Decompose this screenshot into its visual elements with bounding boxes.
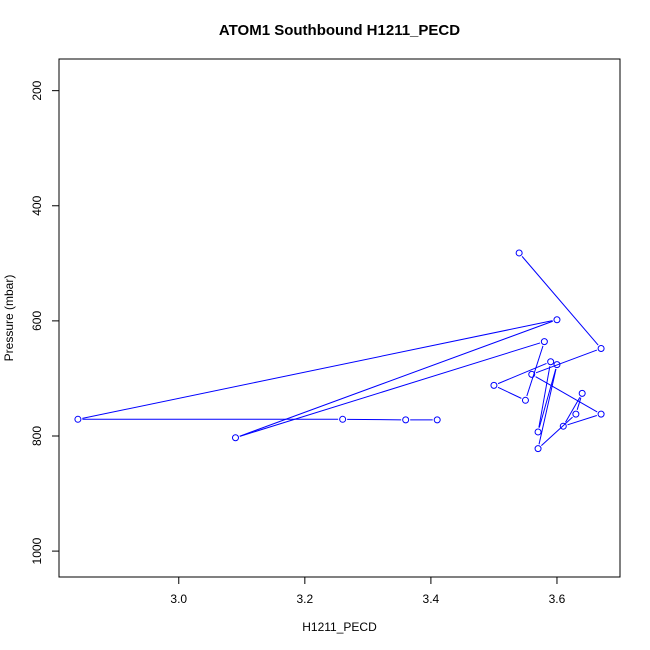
y-tick-label: 600	[30, 311, 44, 331]
plot-frame	[58, 58, 621, 578]
series-segment	[239, 320, 553, 437]
series-segment	[239, 342, 541, 437]
data-point	[553, 361, 561, 369]
series-points	[74, 249, 605, 453]
series-lines	[82, 256, 599, 446]
series-segment	[538, 368, 557, 428]
series-segment	[521, 256, 599, 346]
series-segment	[526, 345, 544, 397]
x-tick-label: 3.0	[170, 592, 187, 606]
x-axis-label: H1211_PECD	[302, 620, 377, 634]
data-point	[534, 428, 542, 436]
data-point	[515, 249, 523, 257]
series-segment	[565, 397, 581, 423]
data-point	[547, 358, 555, 366]
chart-title: ATOM1 Southbound H1211_PECD	[219, 22, 460, 39]
series-segment	[541, 416, 573, 446]
series-segment	[576, 397, 582, 410]
data-point	[559, 422, 567, 430]
series-segment	[497, 363, 547, 385]
series-segment	[82, 320, 553, 419]
x-tick-label: 3.6	[549, 592, 566, 606]
series-segment	[535, 376, 598, 413]
series-segment	[567, 415, 597, 426]
data-point	[490, 381, 498, 389]
series-segment	[535, 349, 598, 374]
data-point	[528, 370, 536, 378]
x-tick-label: 3.2	[296, 592, 313, 606]
series-segment	[497, 386, 522, 399]
data-point	[540, 338, 548, 346]
data-point	[433, 416, 441, 424]
x-tick-label: 3.4	[423, 592, 440, 606]
data-point	[553, 316, 561, 324]
data-point	[597, 410, 605, 418]
y-tick-label: 400	[30, 195, 44, 215]
y-tick-label: 1000	[30, 537, 44, 564]
y-tick-label: 200	[30, 80, 44, 100]
y-tick-label: 800	[30, 426, 44, 446]
data-point	[339, 415, 347, 423]
data-point	[597, 345, 605, 353]
data-point	[521, 396, 529, 404]
data-point	[534, 445, 542, 453]
data-point	[402, 416, 410, 424]
data-point	[578, 389, 586, 397]
series-segment	[538, 366, 551, 428]
x-axis: 3.0 3.2 3.4 3.6	[170, 577, 566, 606]
y-axis: 200 400 600 800 1000	[30, 80, 59, 564]
data-point	[74, 415, 82, 423]
data-point	[572, 410, 580, 418]
data-point	[231, 434, 239, 442]
series-segment	[538, 368, 557, 445]
y-axis-label: Pressure (mbar)	[2, 275, 16, 362]
